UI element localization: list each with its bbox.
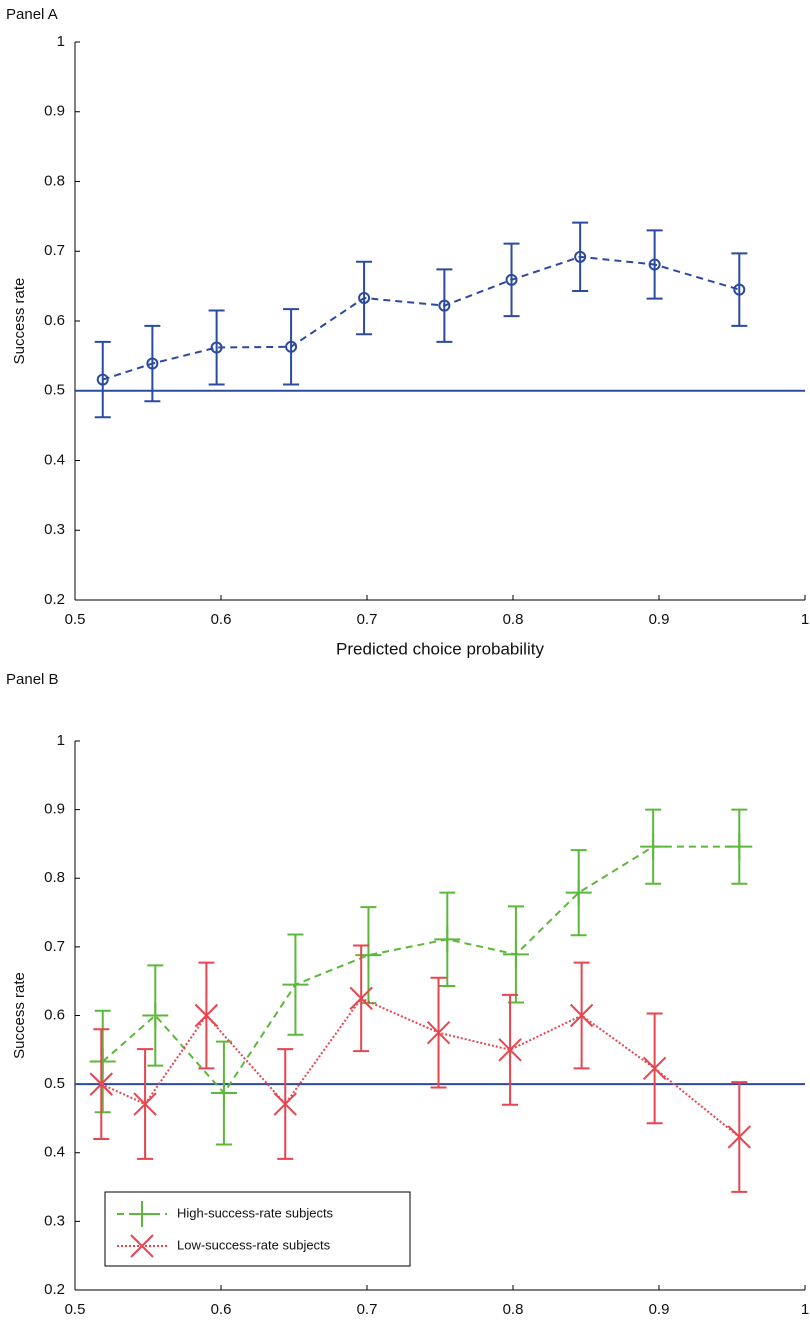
y-tick-label: 1 xyxy=(57,33,65,50)
legend-box xyxy=(104,1191,411,1267)
x-tick-label: 0.5 xyxy=(65,1301,86,1318)
marker xyxy=(129,1201,155,1227)
marker xyxy=(498,1038,522,1062)
marker xyxy=(285,340,298,353)
x-tick-label: 1 xyxy=(801,611,809,628)
x-tick-label: 0.7 xyxy=(357,611,378,628)
error-bar xyxy=(356,260,373,336)
y-tick-label: 0.8 xyxy=(44,172,65,189)
marker xyxy=(426,1020,451,1045)
marker xyxy=(642,1056,667,1081)
x-axis-label: Predicted choice probability xyxy=(336,639,544,658)
marker xyxy=(565,879,592,906)
x-tick-label: 0.6 xyxy=(211,1301,232,1318)
x-tick-label: 0.6 xyxy=(211,611,232,628)
y-tick-label: 0.2 xyxy=(44,591,65,608)
panel-title: Panel B xyxy=(6,671,59,688)
y-tick-label: 0.8 xyxy=(44,869,65,886)
marker xyxy=(89,1072,113,1096)
y-tick-label: 0.6 xyxy=(44,312,65,329)
marker xyxy=(210,1080,237,1107)
x-tick-label: 0.9 xyxy=(649,611,670,628)
marker xyxy=(210,341,223,354)
marker xyxy=(358,291,371,304)
x-tick-label: 0.5 xyxy=(65,611,86,628)
marker xyxy=(502,941,529,968)
marker xyxy=(142,1002,169,1029)
marker xyxy=(273,1092,297,1116)
y-tick-label: 0.2 xyxy=(44,1281,65,1298)
marker xyxy=(89,1048,116,1075)
marker xyxy=(194,1003,219,1028)
marker xyxy=(133,1092,157,1116)
error-bar xyxy=(503,242,520,318)
error-bar xyxy=(436,268,453,343)
marker xyxy=(726,833,753,860)
series-line xyxy=(102,255,740,381)
legend: High-success-rate subjects Low-success-ra… xyxy=(104,1191,411,1267)
marker xyxy=(727,1125,752,1149)
y-tick-label: 0.4 xyxy=(44,1144,65,1161)
x-tick-label: 0.9 xyxy=(649,1301,670,1318)
y-tick-label: 1 xyxy=(57,732,65,749)
error-bar xyxy=(646,229,663,300)
legend-label: High-success-rate subjects xyxy=(177,1205,334,1220)
x-tick-label: 0.8 xyxy=(503,1301,524,1318)
marker xyxy=(648,258,661,271)
error-bar xyxy=(208,309,225,386)
y-tick-label: 0.5 xyxy=(44,382,65,399)
marker xyxy=(438,299,451,312)
marker xyxy=(434,926,461,953)
error-bar xyxy=(94,340,111,419)
marker xyxy=(146,357,159,370)
y-tick-label: 0.4 xyxy=(44,451,65,468)
y-axis-label: Success rate xyxy=(11,278,28,365)
marker xyxy=(282,971,309,998)
marker xyxy=(640,833,667,860)
series-line xyxy=(100,997,740,1138)
y-tick-label: 0.3 xyxy=(44,1212,65,1229)
x-tick-label: 1 xyxy=(801,1301,809,1318)
y-tick-label: 0.7 xyxy=(44,938,65,955)
error-bar xyxy=(731,252,748,327)
x-tick-label: 0.7 xyxy=(357,1301,378,1318)
x-tick-label: 0.8 xyxy=(503,611,524,628)
marker xyxy=(733,283,746,296)
marker xyxy=(130,1234,154,1258)
y-tick-label: 0.5 xyxy=(44,1075,65,1092)
y-tick-label: 0.9 xyxy=(44,103,65,120)
error-bar xyxy=(144,324,161,403)
legend-label: Low-success-rate subjects xyxy=(177,1237,331,1252)
marker xyxy=(349,986,373,1011)
marker xyxy=(505,273,518,286)
y-tick-label: 0.6 xyxy=(44,1006,65,1023)
error-bar xyxy=(572,221,589,293)
series-line xyxy=(102,845,740,1095)
y-tick-label: 0.9 xyxy=(44,801,65,818)
y-tick-label: 0.3 xyxy=(44,521,65,538)
marker xyxy=(569,1003,594,1028)
y-tick-label: 0.7 xyxy=(44,242,65,259)
error-bar xyxy=(283,308,300,386)
y-axis-label: Success rate xyxy=(11,972,28,1059)
marker xyxy=(96,373,109,386)
marker xyxy=(574,250,587,263)
panel-title: Panel A xyxy=(6,6,58,23)
